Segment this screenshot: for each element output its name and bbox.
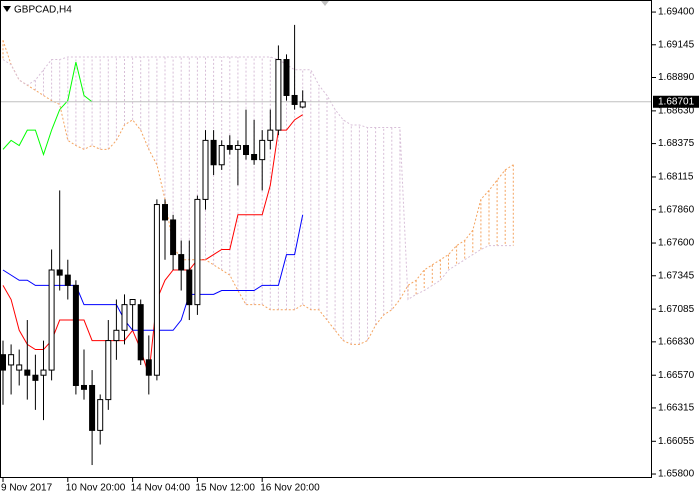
candle-body [267,129,274,141]
candle-body [113,329,120,342]
candle-body [48,269,55,371]
candle-body [121,304,128,331]
y-tick-label: 1.68630 [658,106,695,117]
candle-body [259,139,266,161]
y-tick-label: 1.66315 [658,403,695,414]
candle-body [291,94,298,105]
candle-body [283,59,290,96]
plot-frame [0,0,652,478]
y-tick-label: 1.67860 [658,204,695,215]
candle-body [153,204,160,376]
y-tick-label: 1.67600 [658,238,695,249]
candle-body [81,384,87,390]
x-tick-label: 14 Nov 04:00 [131,483,191,494]
y-tick-label: 1.65800 [658,469,695,480]
candle-body [162,204,168,221]
last-price-label: 1.68701 [658,96,695,107]
y-tick-label: 1.69145 [658,39,695,50]
candle-body [56,269,63,276]
y-tick-label: 1.68115 [658,172,694,183]
chart-title: GBPCAD,H4 [14,5,72,16]
candle-body [97,399,104,431]
y-tick-label: 1.66830 [658,336,695,347]
candle-body [72,284,79,386]
y-tick-label: 1.69400 [658,7,695,18]
shift-marker [321,1,329,6]
candle-body [40,369,47,376]
candle-body [202,139,209,200]
candle-body [137,304,144,361]
y-tick-label: 1.66055 [658,436,695,447]
candle-body [186,269,193,306]
title-icon [3,6,11,12]
candle-body [64,274,71,286]
candle-body [8,354,15,366]
candle-body [178,254,185,271]
indicator-line [2,56,514,301]
indicator-line [2,61,93,157]
candle-body [0,354,6,371]
candle-body [32,374,39,381]
last-price-box [653,95,699,108]
y-tick-label: 1.68890 [658,72,695,83]
x-tick-label: 9 Nov 2017 [1,483,53,494]
candle-body [89,384,96,431]
candle-body [243,145,249,155]
y-tick-label: 1.66570 [658,370,695,381]
candle-body [299,101,306,108]
candle-body [16,364,23,371]
candle-body [275,59,282,131]
candle-body [226,145,233,150]
candle-body [170,219,177,256]
x-tick-label: 10 Nov 20:00 [66,483,126,494]
y-tick-label: 1.67085 [658,304,695,315]
y-tick-label: 1.68375 [658,138,695,149]
plot [0,24,652,466]
candle-body [194,198,201,306]
candle-body [234,145,241,150]
candle-body [218,145,225,166]
candle-body [129,299,136,306]
x-tick-label: 15 Nov 12:00 [195,483,255,494]
candle-body [145,359,152,376]
x-tick-label: 16 Nov 20:00 [260,483,320,494]
candle-body [105,340,112,401]
candle-body [210,139,217,166]
candle-body [251,153,258,161]
candle-body [24,369,31,376]
y-tick-label: 1.67345 [658,270,695,281]
